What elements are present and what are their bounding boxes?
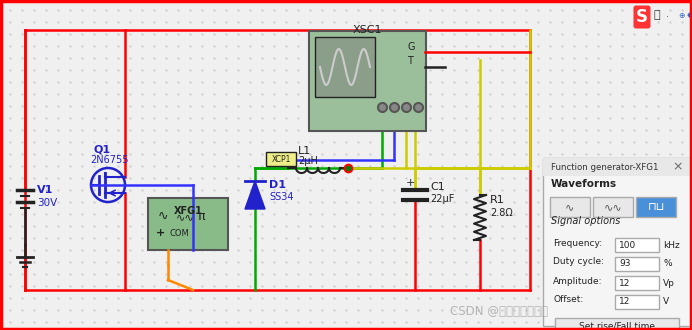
Text: ⊕: ⊕	[678, 11, 684, 20]
Text: Duty cycle:: Duty cycle:	[553, 257, 604, 267]
Text: ∿: ∿	[565, 202, 574, 212]
FancyBboxPatch shape	[309, 31, 426, 131]
Text: C1: C1	[430, 182, 445, 192]
Text: +: +	[156, 228, 165, 238]
Polygon shape	[245, 181, 265, 209]
Text: ∿∿: ∿∿	[603, 202, 622, 212]
Text: XFG1: XFG1	[174, 206, 203, 216]
FancyBboxPatch shape	[148, 198, 228, 250]
Bar	[555, 318, 679, 330]
Text: Set rise/Fall time: Set rise/Fall time	[579, 321, 655, 330]
Bar	[615, 295, 659, 309]
Text: XSC1: XSC1	[352, 25, 382, 35]
FancyBboxPatch shape	[593, 197, 633, 217]
Text: SS34: SS34	[269, 192, 293, 202]
Text: Signal options: Signal options	[551, 216, 620, 226]
Text: 2N6755: 2N6755	[90, 155, 129, 165]
Bar	[615, 257, 659, 271]
Text: %: %	[663, 259, 672, 269]
Text: ∿: ∿	[158, 210, 168, 223]
Text: T: T	[407, 56, 413, 66]
Text: 30V: 30V	[37, 198, 57, 208]
Text: G: G	[407, 42, 415, 52]
Text: ⊓⊔: ⊓⊔	[648, 202, 664, 212]
Text: D1: D1	[269, 180, 286, 190]
Bar	[615, 238, 659, 252]
Text: S: S	[636, 8, 648, 26]
Text: ·: ·	[666, 12, 669, 22]
Bar	[543, 158, 691, 176]
Text: Offset:: Offset:	[553, 295, 583, 305]
Text: Frequency:: Frequency:	[553, 239, 602, 248]
Text: V: V	[663, 298, 669, 307]
FancyBboxPatch shape	[266, 152, 296, 166]
Text: Waveforms: Waveforms	[551, 179, 617, 189]
Text: kHz: kHz	[663, 241, 680, 249]
Text: π: π	[198, 210, 206, 223]
Text: R1: R1	[490, 195, 504, 205]
Text: 中: 中	[654, 10, 661, 20]
Text: Vp: Vp	[663, 279, 675, 287]
Text: Q1: Q1	[94, 145, 111, 155]
Text: 100: 100	[619, 241, 636, 249]
Text: 2.8Ω: 2.8Ω	[490, 208, 513, 218]
Text: V1: V1	[37, 185, 53, 195]
Text: ∿∿: ∿∿	[176, 212, 194, 222]
Text: COM: COM	[170, 229, 190, 238]
Text: L1: L1	[298, 146, 311, 156]
FancyBboxPatch shape	[543, 158, 691, 326]
Text: 93: 93	[619, 259, 630, 269]
Text: 22μF: 22μF	[430, 194, 455, 204]
Text: CSDN @小幽余生不加糖: CSDN @小幽余生不加糖	[450, 305, 548, 318]
Text: ×: ×	[673, 160, 683, 174]
Bar	[615, 276, 659, 290]
Text: Amplitude:: Amplitude:	[553, 277, 603, 285]
Text: 12: 12	[619, 298, 630, 307]
Text: +: +	[406, 178, 415, 188]
FancyBboxPatch shape	[636, 197, 676, 217]
Bar	[315, 37, 375, 97]
FancyBboxPatch shape	[550, 197, 590, 217]
Text: XCP1: XCP1	[271, 154, 291, 163]
Text: Function generator-XFG1: Function generator-XFG1	[551, 162, 659, 172]
Text: ♦: ♦	[686, 11, 692, 20]
Text: 12: 12	[619, 279, 630, 287]
Text: 2μH: 2μH	[298, 156, 318, 166]
